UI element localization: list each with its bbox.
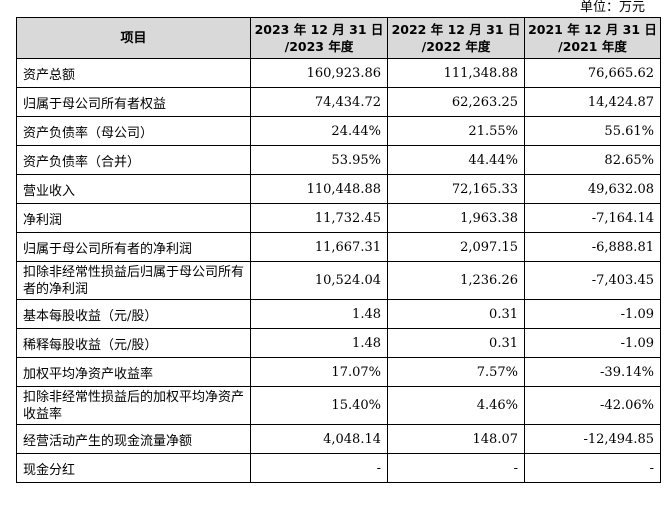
value-2021: -7,403.45 (524, 261, 661, 300)
table-row: 净利润 11,732.45 1,963.38 -7,164.14 (16, 203, 661, 233)
table-header-row: 项目 2023 年 12 月 31 日 /2023 年度 2022 年 12 月… (16, 17, 661, 59)
value-2021: 49,632.08 (524, 174, 661, 204)
table-row: 资产负债率（母公司） 24.44% 21.55% 55.61% (16, 116, 661, 146)
value-2021: 55.61% (524, 116, 661, 146)
table-row: 归属于母公司所有者的净利润 11,667.31 2,097.15 -6,888.… (16, 232, 661, 262)
value-2021: 14,424.87 (524, 87, 661, 117)
table-row: 基本每股收益（元/股） 1.48 0.31 -1.09 (16, 299, 661, 329)
row-label: 稀释每股收益（元/股） (16, 328, 251, 358)
row-label: 归属于母公司所有者的净利润 (16, 232, 251, 262)
row-label: 资产负债率（合并） (16, 145, 251, 175)
row-label: 营业收入 (16, 174, 251, 204)
value-2023: 110,448.88 (250, 174, 388, 204)
table-row: 稀释每股收益（元/股） 1.48 0.31 -1.09 (16, 328, 661, 358)
row-label: 加权平均净资产收益率 (16, 357, 251, 387)
header-2023-line1: 2023 年 12 月 31 日 (254, 22, 384, 37)
table-row: 经营活动产生的现金流量净额 4,048.14 148.07 -12,494.85 (16, 424, 661, 454)
value-2022: 0.31 (387, 299, 525, 329)
row-label: 资产总额 (16, 58, 251, 88)
header-item: 项目 (16, 17, 251, 59)
value-2023: 1.48 (250, 299, 388, 329)
row-label: 经营活动产生的现金流量净额 (16, 424, 251, 454)
table-row: 资产总额 160,923.86 111,348.88 76,665.62 (16, 58, 661, 88)
value-2021: 76,665.62 (524, 58, 661, 88)
value-2022: 2,097.15 (387, 232, 525, 262)
value-2022: 1,236.26 (387, 261, 525, 300)
row-label: 基本每股收益（元/股） (16, 299, 251, 329)
value-2023: 74,434.72 (250, 87, 388, 117)
value-2023: - (250, 453, 388, 483)
value-2022: 148.07 (387, 424, 525, 454)
value-2022: 0.31 (387, 328, 525, 358)
header-2022-line1: 2022 年 12 月 31 日 (391, 22, 521, 37)
value-2022: 44.44% (387, 145, 525, 175)
header-2021: 2021 年 12 月 31 日 /2021 年度 (524, 17, 661, 59)
value-2021: -6,888.81 (524, 232, 661, 262)
table-row: 营业收入 110,448.88 72,165.33 49,632.08 (16, 174, 661, 204)
value-2021: -7,164.14 (524, 203, 661, 233)
table-row: 加权平均净资产收益率 17.07% 7.57% -39.14% (16, 357, 661, 387)
table-row: 扣除非经常性损益后归属于母公司所有者的净利润 10,524.04 1,236.2… (16, 261, 661, 300)
value-2023: 11,732.45 (250, 203, 388, 233)
value-2021: - (524, 453, 661, 483)
header-2023-line2: /2023 年度 (284, 39, 354, 54)
value-2022: 4.46% (387, 386, 525, 425)
value-2022: 62,263.25 (387, 87, 525, 117)
value-2022: 7.57% (387, 357, 525, 387)
row-label: 扣除非经常性损益后归属于母公司所有者的净利润 (16, 261, 251, 300)
value-2022: 21.55% (387, 116, 525, 146)
value-2023: 4,048.14 (250, 424, 388, 454)
row-label: 归属于母公司所有者权益 (16, 87, 251, 117)
header-2021-line1: 2021 年 12 月 31 日 (528, 22, 657, 37)
financial-data-table: 项目 2023 年 12 月 31 日 /2023 年度 2022 年 12 月… (16, 17, 661, 483)
unit-label: 单位：万元 (579, 0, 645, 15)
value-2022: 72,165.33 (387, 174, 525, 204)
value-2023: 160,923.86 (250, 58, 388, 88)
value-2023: 15.40% (250, 386, 388, 425)
table-row: 扣除非经常性损益后的加权平均净资产收益率 15.40% 4.46% -42.06… (16, 386, 661, 425)
value-2022: 1,963.38 (387, 203, 525, 233)
value-2023: 1.48 (250, 328, 388, 358)
value-2021: -42.06% (524, 386, 661, 425)
value-2021: 82.65% (524, 145, 661, 175)
value-2022: 111,348.88 (387, 58, 525, 88)
table-row: 现金分红 - - - (16, 453, 661, 483)
value-2023: 24.44% (250, 116, 388, 146)
value-2023: 53.95% (250, 145, 388, 175)
table-row: 归属于母公司所有者权益 74,434.72 62,263.25 14,424.8… (16, 87, 661, 117)
value-2021: -1.09 (524, 328, 661, 358)
value-2023: 10,524.04 (250, 261, 388, 300)
table-row: 资产负债率（合并） 53.95% 44.44% 82.65% (16, 145, 661, 175)
header-2022-line2: /2022 年度 (421, 39, 491, 54)
header-2022: 2022 年 12 月 31 日 /2022 年度 (387, 17, 525, 59)
value-2021: -12,494.85 (524, 424, 661, 454)
header-2021-line2: /2021 年度 (558, 39, 627, 54)
row-label: 现金分红 (16, 453, 251, 483)
value-2023: 11,667.31 (250, 232, 388, 262)
value-2022: - (387, 453, 525, 483)
value-2023: 17.07% (250, 357, 388, 387)
row-label: 资产负债率（母公司） (16, 116, 251, 146)
row-label: 净利润 (16, 203, 251, 233)
header-2023: 2023 年 12 月 31 日 /2023 年度 (250, 17, 388, 59)
row-label: 扣除非经常性损益后的加权平均净资产收益率 (16, 386, 251, 425)
value-2021: -39.14% (524, 357, 661, 387)
value-2021: -1.09 (524, 299, 661, 329)
